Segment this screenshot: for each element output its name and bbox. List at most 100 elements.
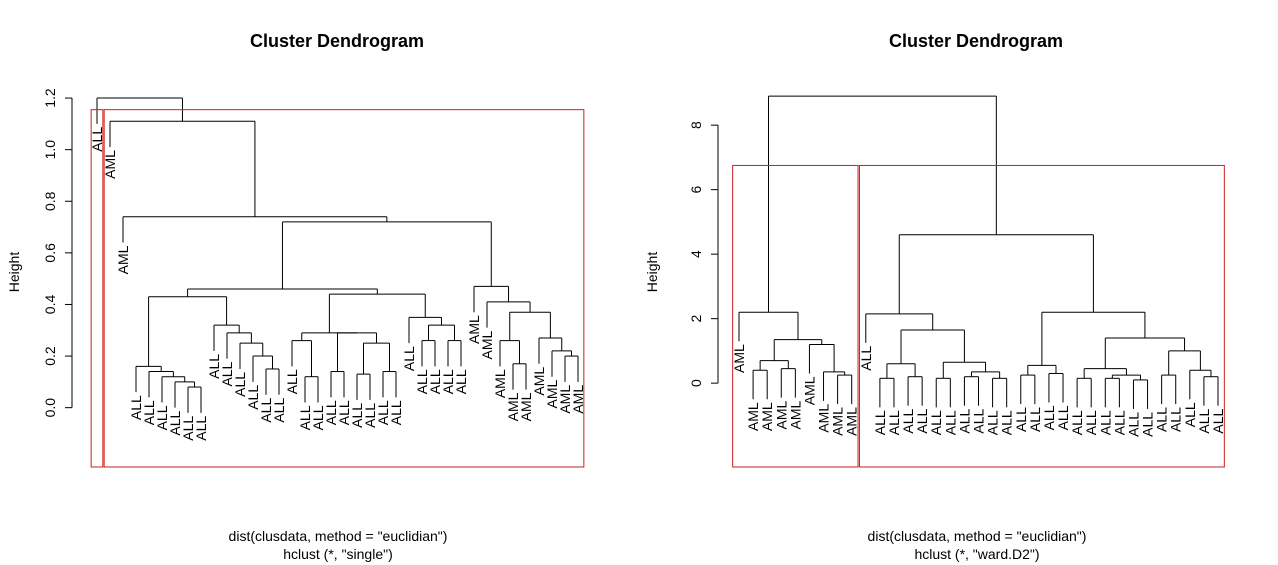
y-tick-label: 1.0: [42, 140, 58, 160]
leaf-label: ALL: [427, 369, 443, 394]
leaf-label: ALL: [872, 410, 888, 435]
leaf-label: ALL: [232, 372, 248, 397]
leaf-label: ALL: [1182, 402, 1198, 427]
leaf-label: AML: [570, 385, 586, 414]
leaf-label: AML: [731, 344, 747, 373]
y-tick-label: 2: [688, 315, 704, 323]
leaf-label: AML: [801, 376, 817, 405]
leaf-label: ALL: [245, 385, 261, 410]
leaf-label: ALL: [985, 410, 1001, 435]
leaf-label: AML: [816, 404, 832, 433]
cluster-rects: [90, 109, 585, 468]
cluster-box-1: [90, 109, 104, 468]
leaf-label: ALL: [453, 369, 469, 394]
leaf-label: ALL: [440, 369, 456, 394]
leaf-label: ALL: [1154, 407, 1170, 432]
y-tick-label: 0.8: [42, 191, 58, 211]
y-axis-label: Height: [644, 252, 660, 293]
dendrogram-single-panel: Cluster Dendrogram Height dist(clusdata,…: [6, 31, 586, 562]
leaf-label: ALL: [1125, 412, 1141, 437]
leaf-label: ALL: [193, 416, 209, 441]
leaf-label: AML: [531, 367, 547, 396]
leaf-label: ALL: [180, 416, 196, 441]
subtitle-distance: dist(clusdata, method = "euclidian"): [868, 528, 1087, 544]
leaf-label: ALL: [900, 409, 916, 434]
cluster-box-2: [103, 109, 585, 468]
y-tick-label: 0: [688, 379, 704, 387]
leaf-label: ALL: [336, 400, 352, 425]
leaf-label: AML: [492, 369, 508, 398]
dendrogram-ward-panel: Cluster Dendrogram Height dist(clusdata,…: [644, 31, 1226, 562]
leaf-label: ALL: [89, 127, 105, 152]
leaf-label: AML: [557, 385, 573, 414]
y-tick-label: 4: [688, 250, 704, 258]
leaf-label: ALL: [1111, 410, 1127, 435]
leaf-label: AML: [115, 245, 131, 274]
subtitle-distance: dist(clusdata, method = "euclidian"): [229, 528, 448, 544]
y-tick-label: 0.4: [42, 295, 58, 315]
leaf-label: AML: [787, 400, 803, 429]
y-tick-label: 0.6: [42, 243, 58, 263]
leaf-label: ALL: [362, 403, 378, 428]
leaf-label: ALL: [1013, 407, 1029, 432]
leaf-label: ALL: [414, 369, 430, 394]
leaf-label: ALL: [886, 410, 902, 435]
y-tick-label: 6: [688, 186, 704, 194]
leaf-label: AML: [518, 392, 534, 421]
leaf-label: ALL: [914, 409, 930, 434]
leaf-label: AML: [773, 400, 789, 429]
leaf-label: ALL: [1083, 410, 1099, 435]
leaf-label: ALL: [206, 354, 222, 379]
subtitle-method: hclust (*, "single"): [283, 546, 393, 562]
chart-title: Cluster Dendrogram: [889, 31, 1063, 51]
leaf-label: ALL: [942, 410, 958, 435]
leaf-label: ALL: [219, 361, 235, 386]
leaf-label: ALL: [128, 395, 144, 420]
leaf-label: ALL: [310, 405, 326, 430]
y-tick-label: 8: [688, 121, 704, 129]
leaf-label: ALL: [375, 400, 391, 425]
leaf-label: ALL: [141, 400, 157, 425]
leaf-label: ALL: [1041, 405, 1057, 430]
y-tick-label: 1.2: [42, 88, 58, 108]
leaf-label: ALL: [971, 409, 987, 434]
leaf-label: ALL: [284, 369, 300, 394]
leaf-label: AML: [466, 315, 482, 344]
cluster-box-2: [858, 164, 1225, 468]
leaf-label: ALL: [323, 400, 339, 425]
leaf-label: AML: [844, 407, 860, 436]
y-tick-label: 0.2: [42, 346, 58, 366]
leaf-label: AML: [759, 402, 775, 431]
leaf-label: ALL: [1027, 407, 1043, 432]
leaf-label: ALL: [349, 403, 365, 428]
leaf-label: ALL: [1069, 410, 1085, 435]
leaf-label: AML: [479, 330, 495, 359]
leaf-label: ALL: [167, 410, 183, 435]
leaf-label: AML: [102, 150, 118, 179]
leaf-label: ALL: [1210, 409, 1226, 434]
y-axis-label: Height: [6, 252, 22, 293]
leaf-label: ALL: [258, 398, 274, 423]
leaf-label: ALL: [928, 410, 944, 435]
chart-title: Cluster Dendrogram: [250, 31, 424, 51]
leaf-label: ALL: [999, 410, 1015, 435]
leaf-label: ALL: [1196, 409, 1212, 434]
cluster-box-1: [732, 164, 859, 468]
leaf-label: ALL: [1140, 412, 1156, 437]
dendrogram-tree: ALLAMLAMLALLALLALLALLALLALLALLALLALLALLA…: [89, 97, 586, 441]
leaf-label: ALL: [154, 405, 170, 430]
y-axis: 0 2 4 6 8: [688, 121, 719, 387]
leaf-label: AML: [830, 407, 846, 436]
leaf-label: ALL: [1168, 407, 1184, 432]
leaf-label: AML: [505, 392, 521, 421]
leaf-label: ALL: [271, 398, 287, 423]
leaf-label: ALL: [858, 346, 874, 371]
leaf-label: ALL: [297, 405, 313, 430]
dendrogram-tree: AMLAMLAMLAMLAMLAMLAMLAMLAMLALLALLALLALLA…: [731, 95, 1226, 437]
leaf-label: ALL: [1097, 410, 1113, 435]
subtitle-method: hclust (*, "ward.D2"): [914, 546, 1039, 562]
y-axis: 0.0 0.2 0.4 0.6 0.8 1.0 1.2: [42, 88, 73, 417]
leaf-label: AML: [544, 379, 560, 408]
cluster-rects: [732, 164, 1225, 468]
